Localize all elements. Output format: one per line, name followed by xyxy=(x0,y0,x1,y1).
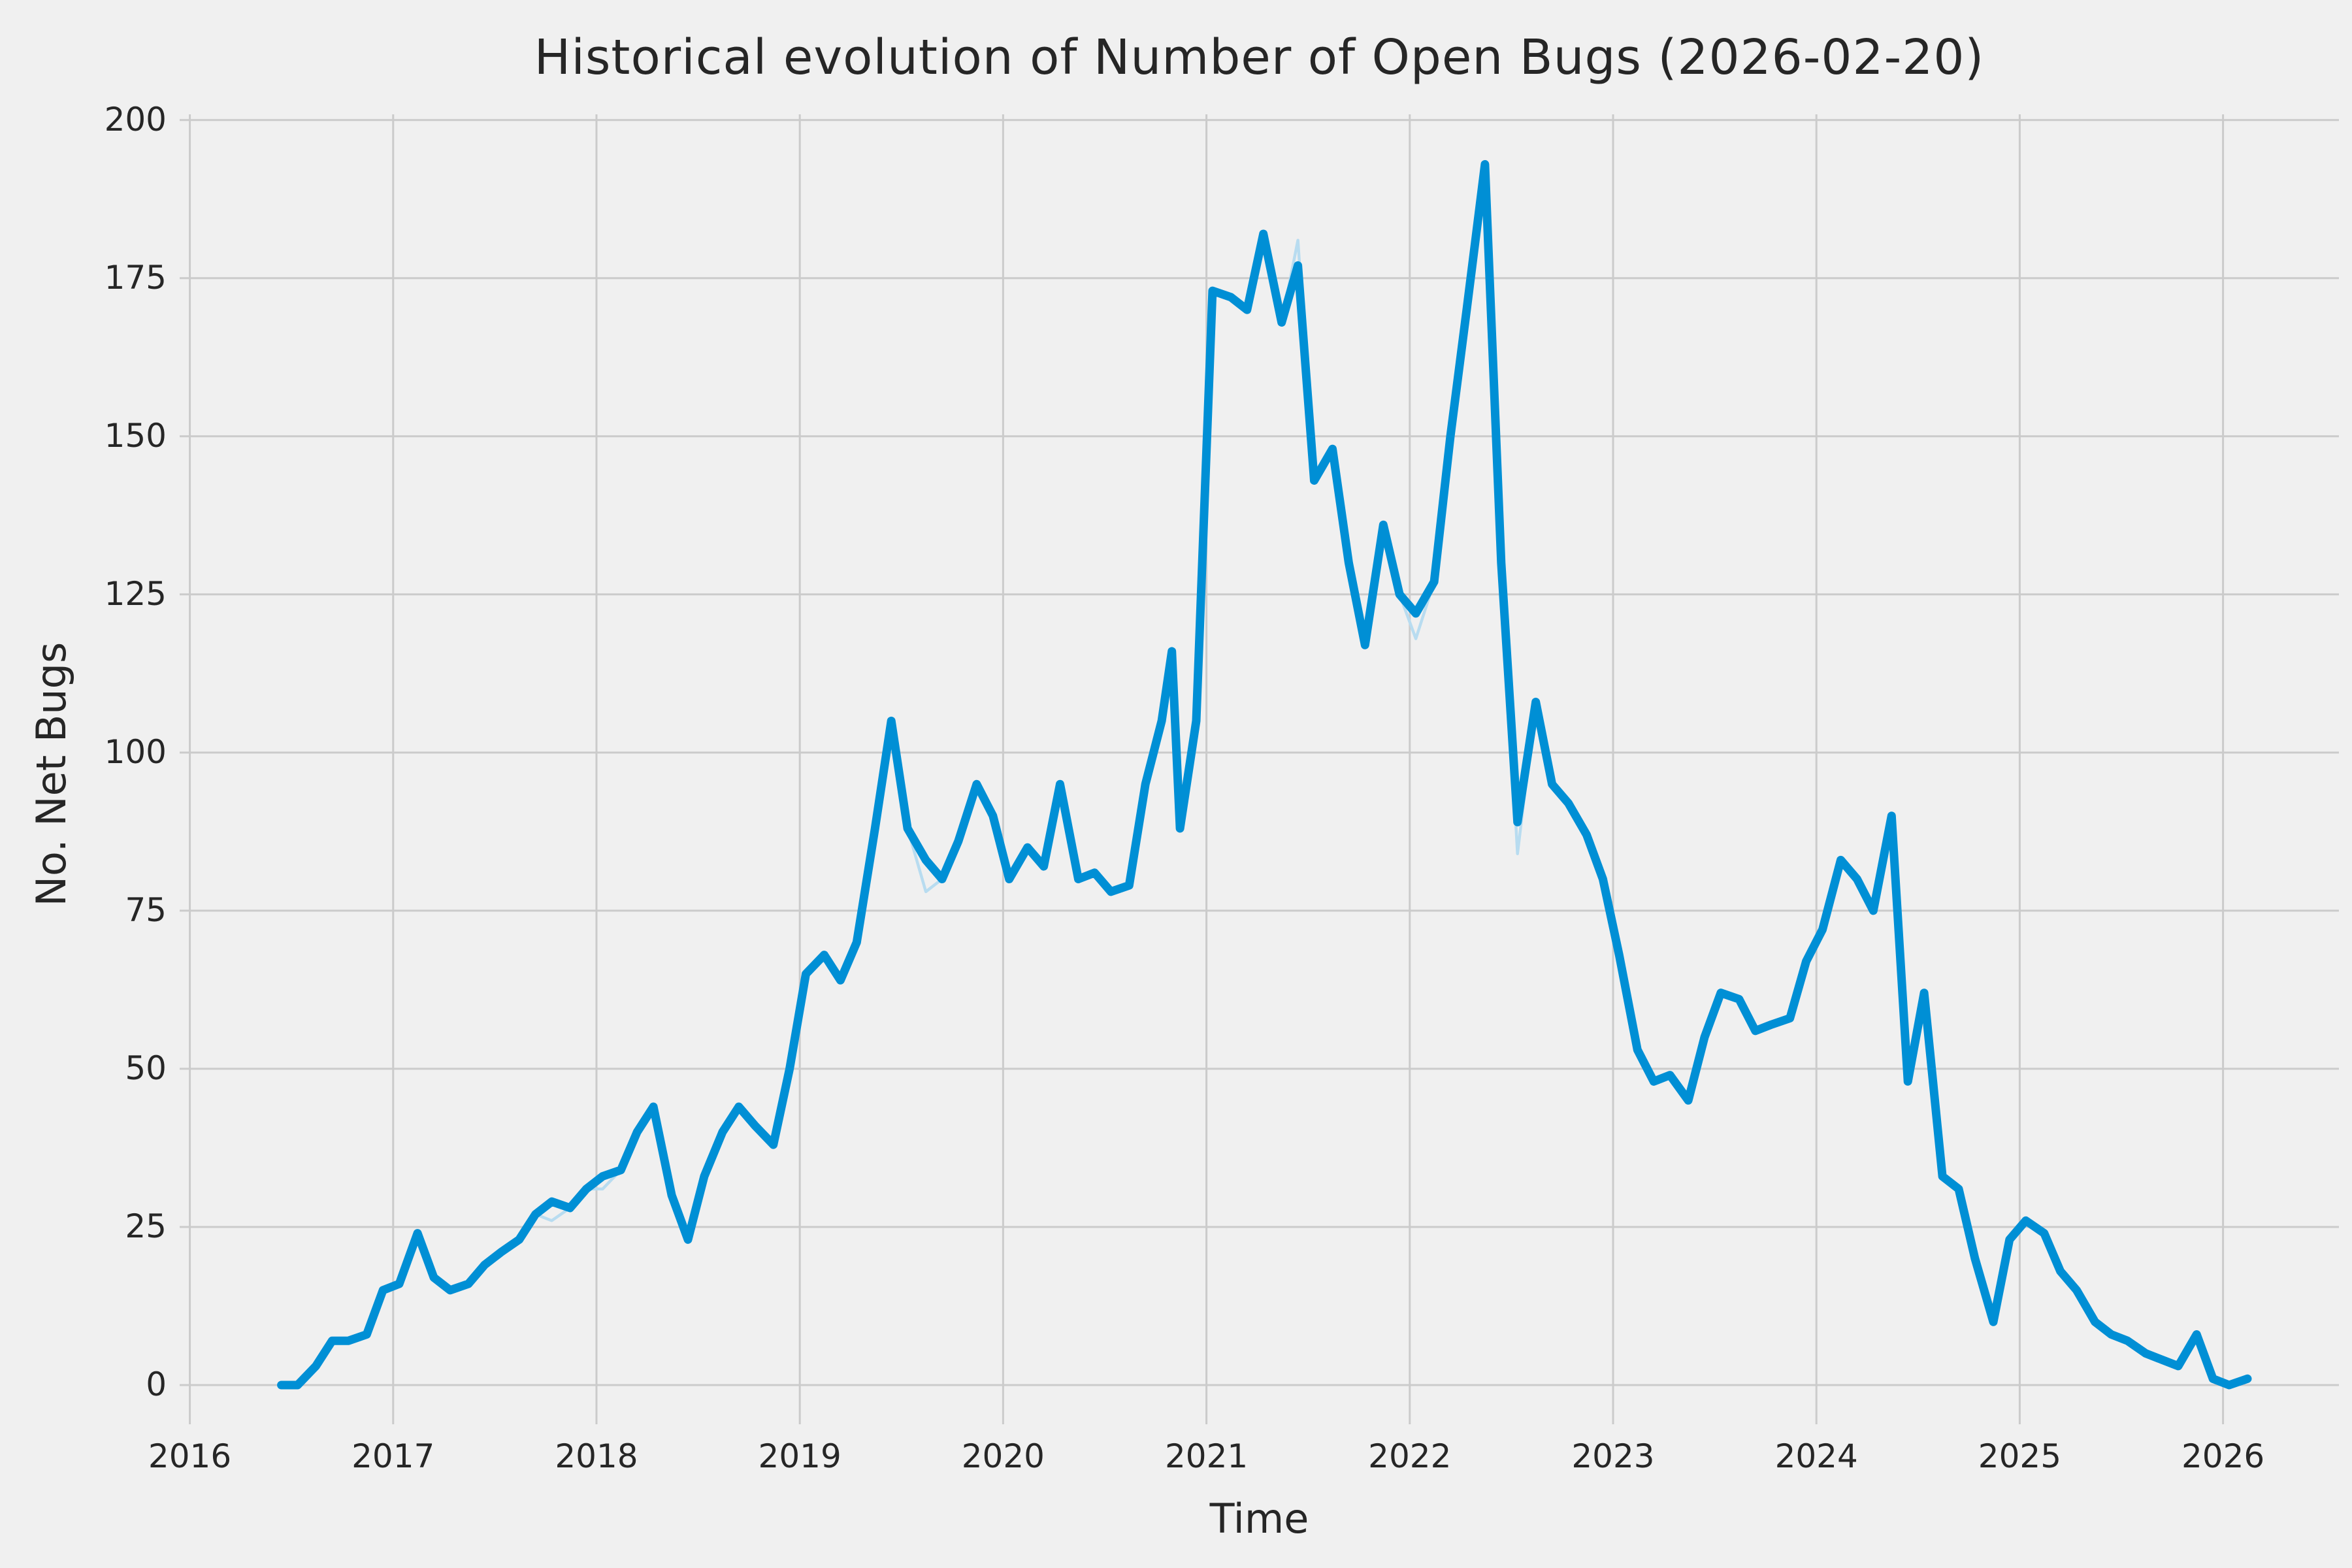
y-tick-label: 200 xyxy=(104,100,167,139)
x-tick-label: 2019 xyxy=(758,1437,841,1475)
y-tick-label: 150 xyxy=(104,416,167,455)
y-tick-label: 125 xyxy=(104,574,167,613)
y-tick-label: 175 xyxy=(104,258,167,297)
x-tick-label: 2026 xyxy=(2181,1437,2265,1475)
y-tick-label: 100 xyxy=(104,732,167,771)
x-tick-label: 2020 xyxy=(961,1437,1045,1475)
x-tick-label: 2024 xyxy=(1774,1437,1858,1475)
x-tick-label: 2022 xyxy=(1368,1437,1452,1475)
y-tick-label: 0 xyxy=(146,1365,167,1403)
x-tick-label: 2016 xyxy=(148,1437,232,1475)
y-tick-label: 75 xyxy=(125,890,167,929)
open-bugs-series-line xyxy=(277,160,2252,1390)
chart-title: Historical evolution of Number of Open B… xyxy=(534,29,1985,86)
x-tick-label: 2023 xyxy=(1571,1437,1655,1475)
x-tick-label: 2018 xyxy=(555,1437,638,1475)
y-tick-label: 50 xyxy=(125,1049,167,1087)
x-tick-label: 2025 xyxy=(1978,1437,2062,1475)
x-axis-label: Time xyxy=(1209,1495,1309,1543)
x-tick-label: 2017 xyxy=(351,1437,435,1475)
y-tick-label: 25 xyxy=(125,1207,167,1245)
x-tick-label: 2021 xyxy=(1164,1437,1249,1475)
